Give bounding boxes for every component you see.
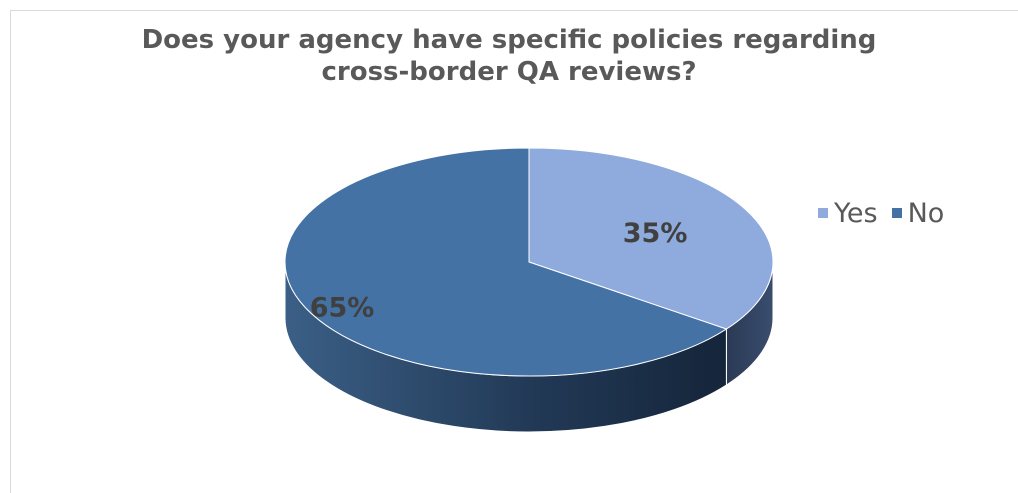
pie-slice-no xyxy=(284,147,728,377)
data-label-yes: 35% xyxy=(623,218,688,249)
data-label-no: 65% xyxy=(310,293,375,324)
legend-label-no: No xyxy=(907,197,945,229)
legend-item-no: No xyxy=(891,197,945,229)
chart-title-line-1: Does your agency have specific policies … xyxy=(141,25,877,55)
legend-swatch-yes xyxy=(818,208,828,218)
chart-title-line-2: cross-border QA reviews? xyxy=(321,57,697,87)
legend-item-yes: Yes xyxy=(818,198,878,229)
pie-top-faces xyxy=(284,147,774,377)
legend-label-yes: Yes xyxy=(834,197,878,229)
pie-data-labels: 35% 65% xyxy=(310,218,688,324)
legend-swatch-no xyxy=(891,208,902,218)
legend: Yes No xyxy=(818,193,944,233)
pie-slice-yes xyxy=(528,147,774,330)
chart-title: Does your agency have specific policies … xyxy=(0,24,1018,88)
